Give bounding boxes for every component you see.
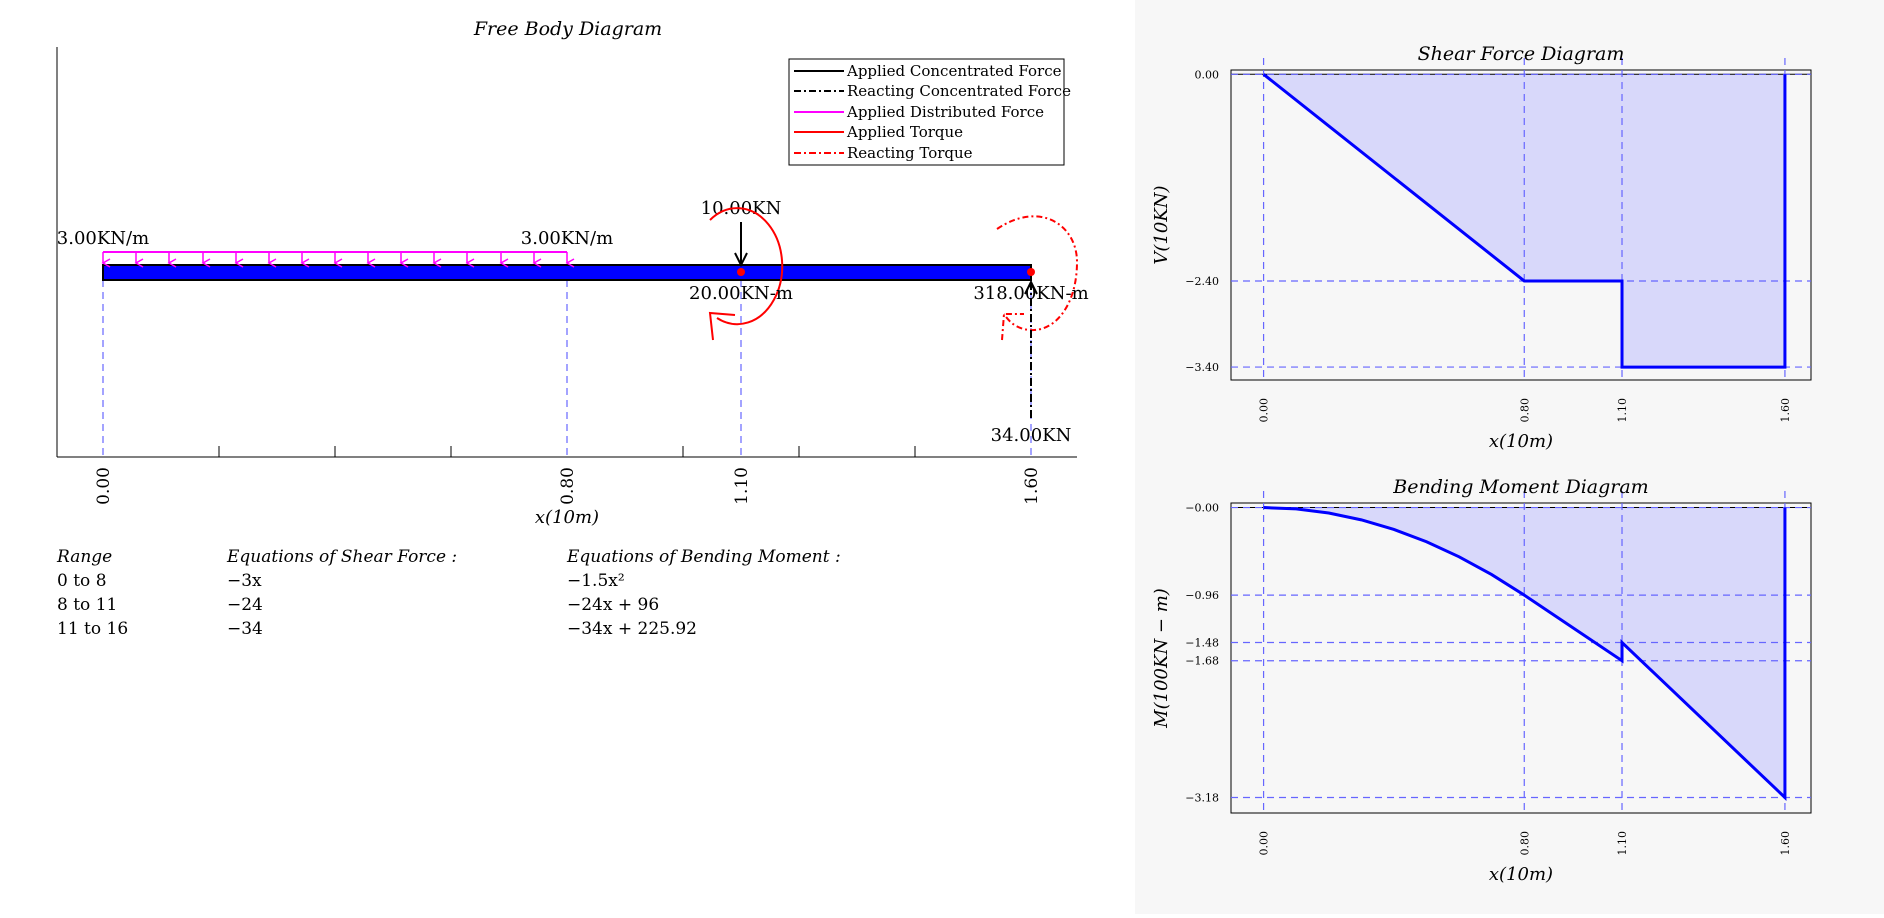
moment-cell: −34x + 225.92: [567, 619, 697, 639]
reaction-force-arrow: [1024, 279, 1038, 418]
shear-plot-frame: [1230, 69, 1812, 381]
distributed-load: [101, 251, 575, 268]
shear-header: Equations of Shear Force :: [227, 547, 458, 567]
moment-x-tick-label: 1.10: [1616, 831, 1629, 856]
diagrams-panel: 0.00 −2.40 −3.40 0.00 0.80 1.10 1.60 Shear Forc…: [1135, 0, 1884, 914]
shear-x-tick-label: 1.10: [1616, 398, 1629, 423]
fbd-x-axis-label: x(10m): [535, 507, 599, 528]
legend-item: Applied Torque: [794, 123, 963, 141]
moment-x-tick-label: 0.80: [1518, 831, 1531, 856]
reacting-torque-point: [1027, 268, 1035, 276]
moment-y-tick-label: −0.96: [1185, 589, 1219, 602]
legend-item: Reacting Torque: [794, 144, 973, 162]
fbd-tick-label: 1.60: [1022, 467, 1042, 505]
moment-x-axis-label: x(10m): [1489, 864, 1553, 885]
shear-x-axis-label: x(10m): [1489, 431, 1553, 452]
legend-item: Applied Distributed Force: [794, 103, 1044, 121]
moment-chart: −0.00 −0.96 −1.48 −1.68 −3.18 0.00 0.80 1.10 1.6…: [1151, 476, 1812, 885]
moment-area-fill: [1263, 507, 1785, 798]
svg-text:Applied Torque: Applied Torque: [846, 123, 963, 141]
moment-y-tick-label: −1.48: [1185, 637, 1219, 650]
fbd-title: Free Body Diagram: [473, 18, 662, 40]
fbd-legend: Applied Concentrated Force Reacting Conc…: [788, 58, 1071, 166]
applied-force-arrow: [734, 222, 748, 268]
fbd-tick-label: 1.10: [732, 467, 752, 505]
distributed-load-label-left: 3.00KN/m: [57, 228, 149, 249]
fbd-tick-label: 0.80: [558, 467, 578, 505]
reacting-torque-arc: [996, 215, 1079, 341]
shear-chart-title: Shear Force Diagram: [1418, 43, 1625, 65]
moment-cell: −24x + 96: [567, 595, 660, 615]
moment-cell: −1.5x²: [567, 571, 625, 591]
shear-chart: 0.00 −2.40 −3.40 0.00 0.80 1.10 1.60 Shear Forc…: [1151, 43, 1812, 452]
reaction-force-label: 34.00KN: [991, 425, 1072, 446]
shear-x-tick-label: 0.80: [1518, 398, 1531, 423]
moment-series-line: [1263, 506, 1787, 801]
moment-header: Equations of Bending Moment :: [567, 547, 841, 567]
moment-x-tick-label: 0.00: [1258, 831, 1271, 856]
shear-y-axis-label: V(10KN): [1151, 185, 1172, 264]
fbd-minor-ticks: [218, 446, 916, 457]
svg-text:Applied Distributed Force: Applied Distributed Force: [846, 103, 1044, 121]
distributed-load-label-right: 3.00KN/m: [521, 228, 613, 249]
shear-y-tick-label: −3.40: [1185, 361, 1219, 374]
applied-torque-label: 20.00KN-m: [689, 283, 793, 304]
svg-text:Applied Concentrated Force: Applied Concentrated Force: [846, 62, 1062, 80]
svg-text:Reacting Torque: Reacting Torque: [847, 144, 973, 162]
shear-x-tick-label: 0.00: [1258, 398, 1271, 423]
range-cell: 11 to 16: [57, 619, 129, 639]
applied-torque-arc: [708, 207, 784, 341]
shear-cell: −34: [227, 619, 263, 639]
shear-cell: −24: [227, 595, 263, 615]
legend-item: Reacting Concentrated Force: [794, 82, 1071, 100]
applied-torque-point: [737, 268, 745, 276]
fbd-guide-lines: [102, 280, 1032, 457]
range-header: Range: [57, 547, 113, 567]
legend-item: Applied Concentrated Force: [794, 62, 1062, 80]
fbd-tick-label: 0.00: [94, 467, 114, 505]
svg-text:Reacting Concentrated Force: Reacting Concentrated Force: [847, 82, 1071, 100]
range-cell: 8 to 11: [57, 595, 118, 615]
moment-y-tick-label: −3.18: [1185, 792, 1219, 805]
moment-plot-frame: [1230, 502, 1812, 814]
beam: [102, 264, 1032, 281]
shear-cell: −3x: [227, 571, 262, 591]
shear-y-tick-label: −2.40: [1185, 275, 1219, 288]
shear-series-line: [1262, 73, 1787, 369]
free-body-panel: Free Body Diagram 0.00 0.80 1.10 1.60 x(…: [56, 18, 1089, 639]
shear-x-tick-label: 1.60: [1779, 398, 1792, 423]
free-body-diagram: Free Body Diagram 0.00 0.80 1.10 1.60 x(…: [56, 18, 1089, 528]
moment-y-tick-label: −1.68: [1185, 655, 1219, 668]
moment-x-tick-label: 1.60: [1779, 831, 1792, 856]
range-cell: 0 to 8: [57, 571, 107, 591]
moment-chart-title: Bending Moment Diagram: [1392, 476, 1648, 498]
shear-moment-charts: 0.00 −2.40 −3.40 0.00 0.80 1.10 1.60 Shear Forc…: [1151, 43, 1812, 885]
moment-y-tick-label: −0.00: [1185, 502, 1219, 515]
shear-y-tick-label: 0.00: [1195, 68, 1220, 81]
moment-y-axis-label: M(100KN − m): [1151, 588, 1172, 729]
